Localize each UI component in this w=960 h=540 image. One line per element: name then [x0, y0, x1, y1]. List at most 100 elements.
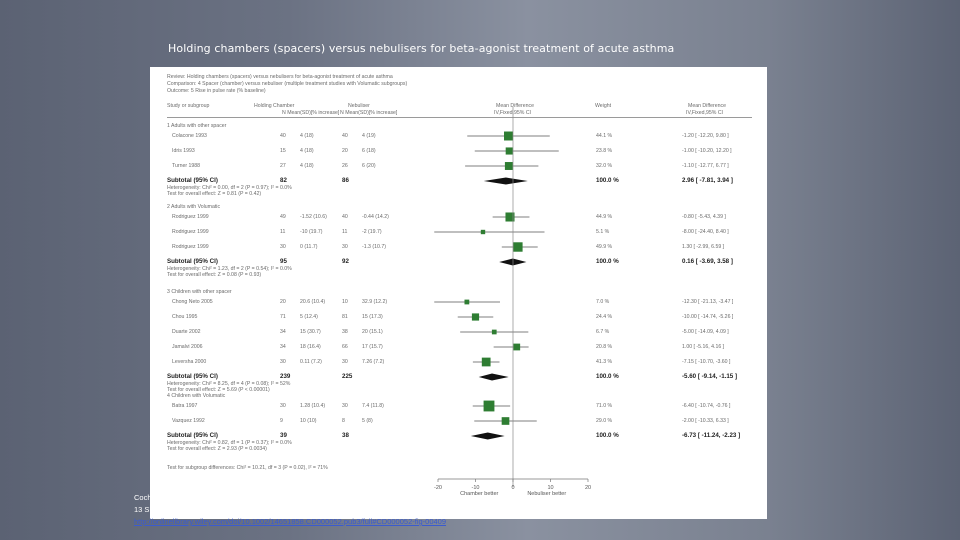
heterogeneity-note: Heterogeneity: Chi² = 0.82, df = 1 (P = … [167, 440, 292, 446]
study-name: Colacone 1993 [172, 133, 207, 139]
study-marker [513, 242, 523, 252]
header-group2-cols: N Mean(SD)[% increase] [340, 110, 398, 116]
footer-link[interactable]: http://onlinelibrary.wiley.com/doi/10.10… [134, 517, 447, 526]
study-weight: 6.7 % [596, 329, 610, 335]
subtotal-ci: 0.16 [ -3.69, 3.58 ] [682, 258, 733, 265]
header-group1: Holding Chamber [254, 103, 295, 109]
study-n1: 27 [280, 163, 286, 169]
study-mean1: -10 (19.7) [300, 229, 323, 235]
subgroup-label: 1 Adults with other spacer [167, 123, 227, 129]
overall-effect-note: Test for overall effect: Z = 0.81 (P = 0… [167, 191, 262, 197]
subgroup-test: Test for subgroup differences: Chi² = 10… [167, 465, 328, 471]
study-name: Rodriguez 1999 [172, 244, 209, 250]
study-mean2: 17 (15.7) [362, 344, 383, 350]
study-marker [471, 313, 480, 321]
study-name: Idris 1993 [172, 148, 195, 154]
subtotal-ci: 2.96 [ -7.81, 3.94 ] [682, 177, 733, 184]
study-n2: 30 [342, 359, 348, 365]
study-mean2: 20 (15.1) [362, 329, 383, 335]
study-ci: -7.15 [ -10.70, -3.60 ] [682, 359, 731, 365]
study-mean2: 32.9 (12.2) [362, 299, 388, 305]
study-ci: -2.00 [ -10.33, 6.33 ] [682, 418, 729, 424]
subtotal-ci: -5.60 [ -9.14, -1.15 ] [682, 373, 738, 380]
study-name: Rodriguez 1999 [172, 229, 209, 235]
subtotal-n1: 239 [280, 373, 291, 380]
study-weight: 49.9 % [596, 244, 613, 250]
study-mean1: 4 (18) [300, 163, 314, 169]
study-n1: 40 [280, 133, 286, 139]
footer-doi: 13 SEP 2013 DOI: 10.1002/14651858.CD0000… [134, 505, 317, 514]
study-mean1: 1.28 (10.4) [300, 403, 326, 409]
heterogeneity-note: Heterogeneity: Chi² = 0.00, df = 2 (P = … [167, 185, 292, 191]
study-name: Turner 1988 [172, 163, 201, 169]
study-marker [464, 299, 470, 305]
study-n2: 66 [342, 344, 348, 350]
x-axis-tick-label: -10 [472, 485, 480, 491]
study-ci: -6.40 [ -10.74, -0.76 ] [682, 403, 731, 409]
header-group2: Nebuliser [348, 103, 370, 109]
heterogeneity-note: Heterogeneity: Chi² = 1.23, df = 2 (P = … [167, 266, 292, 272]
study-weight: 32.0 % [596, 163, 613, 169]
subtotal-weight: 100.0 % [596, 432, 619, 439]
overall-effect-note: Test for overall effect: Z = 2.93 (P = 0… [167, 446, 267, 452]
study-ci: 1.30 [ -2.99, 6.59 ] [682, 244, 725, 250]
overall-effect-note: Test for overall effect: Z = 0.08 (P = 0… [167, 272, 262, 278]
study-mean1: 15 (30.7) [300, 329, 321, 335]
study-weight: 7.0 % [596, 299, 610, 305]
study-weight: 71.0 % [596, 403, 613, 409]
study-marker [483, 400, 495, 412]
header-study: Study or subgroup [167, 103, 210, 109]
study-ci: -8.00 [ -24.40, 8.40 ] [682, 229, 729, 235]
study-marker [505, 212, 515, 222]
study-n1: 11 [280, 229, 286, 235]
study-n2: 40 [342, 214, 348, 220]
subtotal-diamond [483, 177, 528, 185]
study-ci: 1.00 [ -5.16, 4.16 ] [682, 344, 725, 350]
subgroup-label: 4 Children with Volumatic [167, 393, 226, 399]
study-n1: 71 [280, 314, 286, 320]
study-marker [481, 357, 491, 367]
study-mean1: 20.6 (10.4) [300, 299, 326, 305]
subtotal-n2: 38 [342, 432, 349, 439]
study-marker [505, 147, 513, 155]
subtotal-n2: 92 [342, 258, 349, 265]
subtotal-label: Subtotal (95% CI) [167, 432, 218, 439]
forest-plot-figure: Review: Holding chambers (spacers) versu… [150, 67, 767, 519]
study-n2: 30 [342, 403, 348, 409]
subgroup-label: 2 Adults with Volumatic [167, 204, 221, 210]
study-n1: 34 [280, 329, 286, 335]
study-weight: 5.1 % [596, 229, 610, 235]
subtotal-weight: 100.0 % [596, 177, 619, 184]
forest-plot-svg: -20 -10 0 10 20 Chamber better Nebuliser bette… [434, 107, 591, 497]
header-md-right: Mean Difference [688, 103, 726, 109]
study-n2: 26 [342, 163, 348, 169]
subtotal-diamond [478, 373, 509, 381]
study-weight: 44.1 % [596, 133, 613, 139]
subtotal-weight: 100.0 % [596, 373, 619, 380]
study-ci: -10.00 [ -14.74, -5.26 ] [682, 314, 734, 320]
study-name: Rodriguez 1999 [172, 214, 209, 220]
study-weight: 20.8 % [596, 344, 613, 350]
study-n2: 40 [342, 133, 348, 139]
study-weight: 41.3 % [596, 359, 613, 365]
comparison-line: Comparison: 4 Spacer (chamber) versus ne… [167, 81, 408, 87]
study-mean1: 10 (10) [300, 418, 317, 424]
study-n1: 15 [280, 148, 286, 154]
study-mean2: 6 (18) [362, 148, 376, 154]
study-marker [504, 131, 513, 141]
subtotal-label: Subtotal (95% CI) [167, 258, 218, 265]
study-n2: 38 [342, 329, 348, 335]
study-n1: 9 [280, 418, 283, 424]
study-name: Jamalvi 2006 [172, 344, 203, 350]
study-n1: 34 [280, 344, 286, 350]
subtotal-weight: 100.0 % [596, 258, 619, 265]
x-axis-tick-label: 20 [585, 485, 591, 491]
subtotal-n2: 86 [342, 177, 349, 184]
study-marker [480, 229, 486, 235]
slide-title: Holding chambers (spacers) versus nebuli… [168, 42, 675, 55]
study-n2: 81 [342, 314, 348, 320]
study-ci: -1.10 [ -12.77, 6.77 ] [682, 163, 729, 169]
study-n2: 8 [342, 418, 345, 424]
left-favour-label: Chamber better [460, 491, 498, 497]
study-marker [513, 343, 521, 351]
